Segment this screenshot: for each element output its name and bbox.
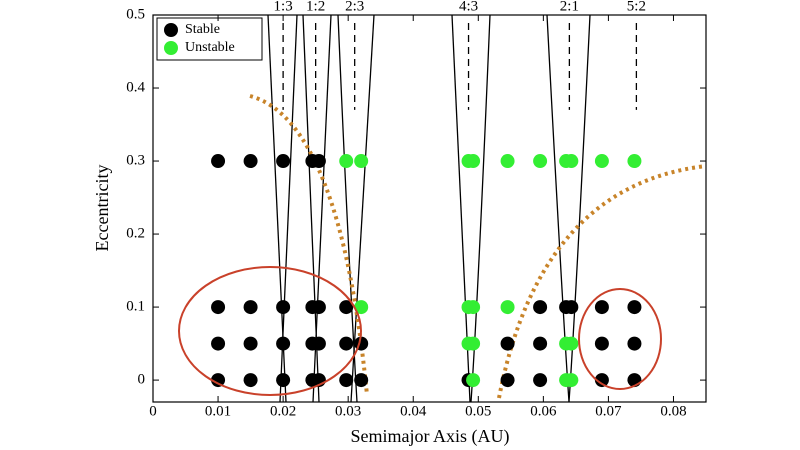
point	[594, 336, 609, 351]
stability-limit	[497, 164, 706, 399]
x-tick-label: 0.03	[335, 403, 361, 419]
point	[564, 154, 579, 169]
x-tick-label: 0.04	[400, 403, 427, 419]
y-tick-label: 0.5	[126, 6, 145, 22]
boundary-curve	[302, 15, 320, 402]
legend-label: Unstable	[185, 40, 235, 55]
point	[243, 336, 258, 351]
point	[466, 154, 481, 169]
resonance-label: 1:3	[274, 0, 293, 14]
boundary-curve	[312, 15, 332, 402]
point	[533, 336, 548, 351]
point	[243, 300, 258, 315]
resonance-label: 1:2	[306, 0, 325, 14]
point	[564, 373, 579, 388]
point	[594, 154, 609, 169]
point	[211, 154, 226, 169]
boundary-curve	[546, 15, 570, 402]
boundary-curve	[279, 15, 298, 402]
y-tick-label: 0.3	[126, 152, 145, 168]
point	[466, 373, 481, 388]
x-tick-label: 0.08	[660, 403, 686, 419]
resonance-label: 2:1	[560, 0, 579, 14]
y-tick-label: 0	[138, 372, 146, 388]
highlight-ellipse	[178, 266, 362, 396]
point	[243, 373, 258, 388]
point	[466, 336, 481, 351]
point	[211, 300, 226, 315]
point	[533, 154, 548, 169]
point	[533, 373, 548, 388]
point	[594, 300, 609, 315]
point	[354, 373, 369, 388]
resonance-label: 2:3	[345, 0, 364, 14]
x-tick-label: 0.07	[595, 403, 622, 419]
point	[211, 373, 226, 388]
marks	[211, 154, 642, 388]
boundary-curve	[451, 15, 471, 402]
legend: Stable Unstable	[156, 17, 263, 61]
point	[276, 373, 291, 388]
point	[500, 300, 515, 315]
point	[354, 300, 369, 315]
point	[627, 154, 642, 169]
legend-marker	[164, 23, 178, 37]
x-tick-label: 0	[149, 403, 157, 419]
highlight-ellipse	[578, 288, 662, 390]
boundary-curve	[350, 15, 375, 402]
point	[627, 300, 642, 315]
point	[211, 336, 226, 351]
y-tick-label: 0.2	[126, 225, 145, 241]
resonance-label: 5:2	[627, 0, 646, 14]
point	[311, 300, 326, 315]
stability-limit	[249, 94, 369, 396]
point	[627, 336, 642, 351]
boundary-curve	[568, 15, 591, 402]
point	[339, 154, 354, 169]
x-tick-label: 0.05	[465, 403, 491, 419]
y-axis-label: Eccentricity	[92, 165, 112, 252]
point	[500, 373, 515, 388]
point	[594, 373, 609, 388]
point	[339, 300, 354, 315]
plot-frame	[152, 14, 707, 403]
x-tick-label: 0.01	[205, 403, 231, 419]
boundary-curve	[470, 15, 491, 402]
point	[354, 154, 369, 169]
point	[276, 336, 291, 351]
point	[339, 373, 354, 388]
x-tick-label: 0.02	[270, 403, 296, 419]
point	[276, 300, 291, 315]
resonance-label: 4:3	[459, 0, 478, 14]
legend-marker	[164, 41, 178, 55]
legend-label: Stable	[185, 22, 220, 37]
point	[311, 154, 326, 169]
point	[339, 336, 354, 351]
y-tick-label: 0.1	[126, 299, 145, 315]
resonance-boundaries	[249, 15, 706, 402]
point	[564, 300, 579, 315]
x-tick-label: 0.06	[530, 403, 557, 419]
point	[243, 154, 258, 169]
x-axis-label: Semimajor Axis (AU)	[351, 426, 510, 447]
point	[564, 336, 579, 351]
point	[466, 300, 481, 315]
boundary-curve	[267, 15, 287, 402]
y-tick-label: 0.4	[126, 79, 145, 95]
point	[500, 336, 515, 351]
point	[533, 300, 548, 315]
point	[500, 154, 515, 169]
boundary-curve	[337, 15, 358, 402]
point	[276, 154, 291, 169]
point	[311, 336, 326, 351]
